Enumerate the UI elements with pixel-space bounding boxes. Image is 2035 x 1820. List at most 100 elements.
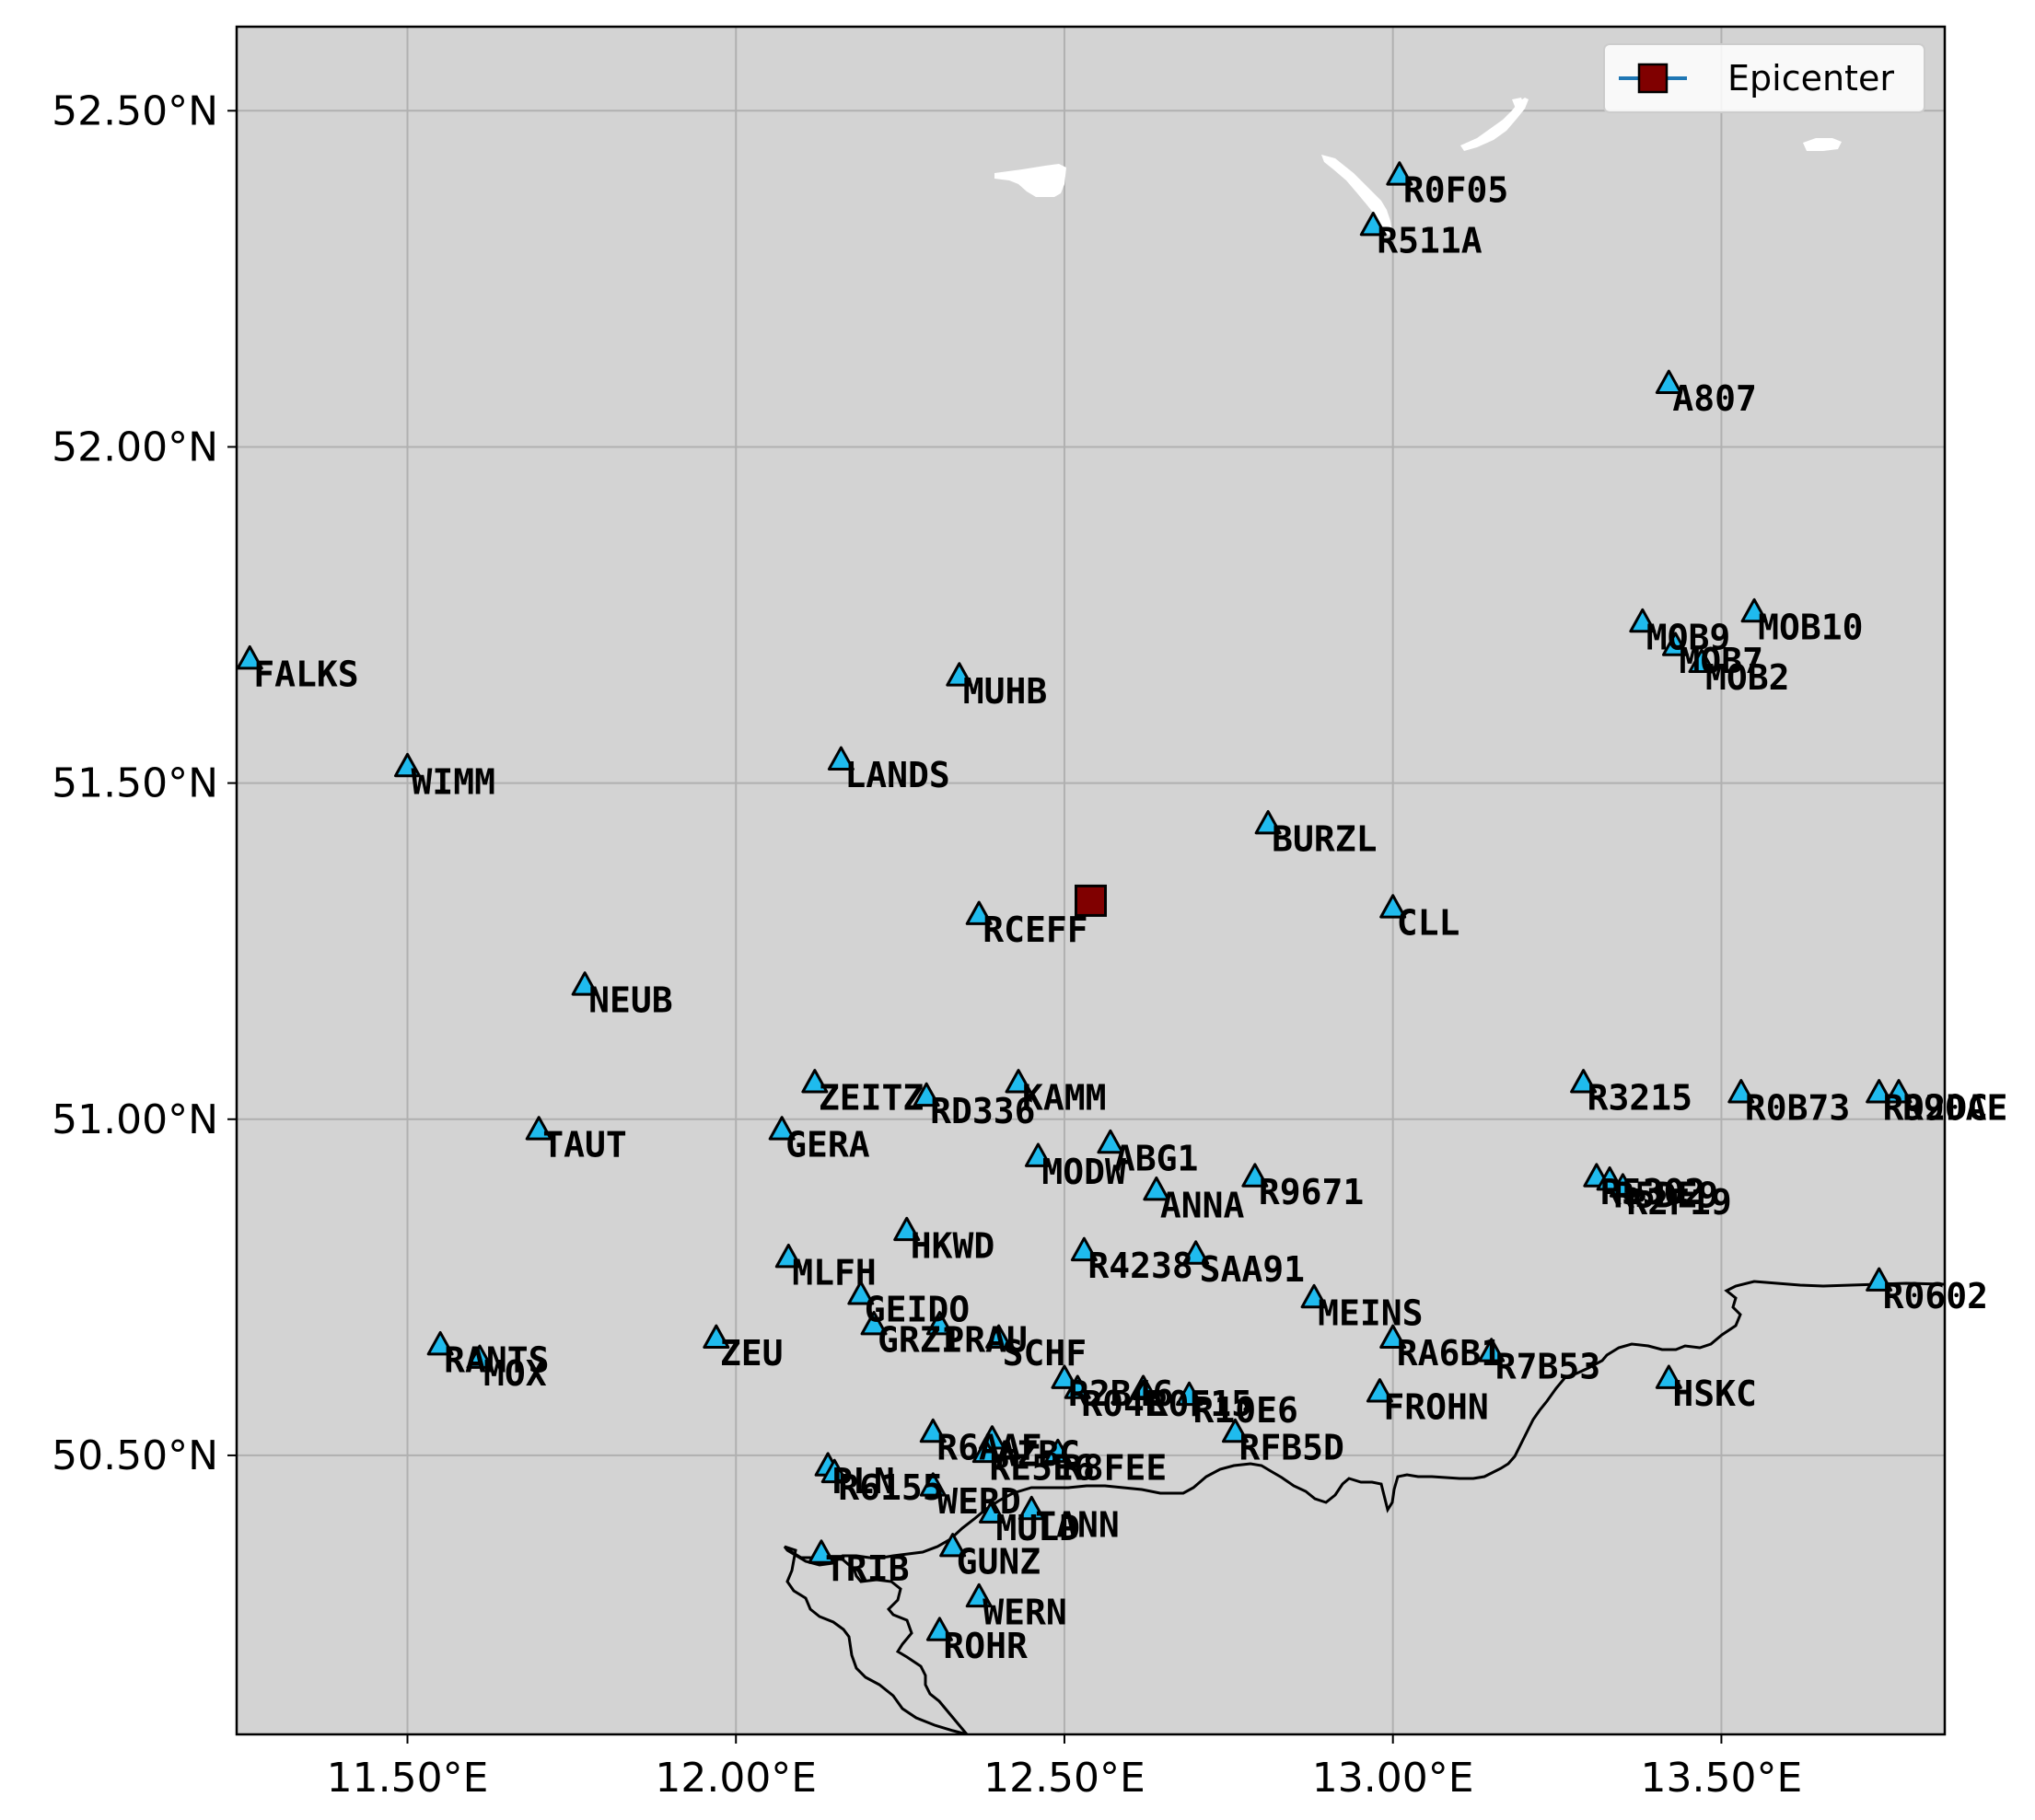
station-marker <box>1740 597 1768 623</box>
station-marker <box>1866 1079 1893 1104</box>
station-label: KAMM <box>1022 1078 1107 1119</box>
station-label: GUNZ <box>957 1542 1041 1582</box>
station-marker <box>820 1458 848 1484</box>
station-marker <box>1866 1267 1893 1292</box>
station-label: RD336 <box>930 1091 1035 1131</box>
station-label: SCHF <box>1003 1333 1087 1374</box>
station-marker <box>1609 1173 1636 1198</box>
station-marker <box>1143 1176 1170 1201</box>
country-border-line <box>784 1545 968 1734</box>
station-marker <box>919 1472 947 1497</box>
station-marker <box>1044 1438 1072 1464</box>
station-marker <box>1629 608 1657 633</box>
station-label: R5DE9 <box>1613 1175 1718 1215</box>
station-label: WIMM <box>412 761 496 802</box>
y-tick-label: 52.50°N <box>52 87 218 134</box>
station-label: LANDS <box>844 755 949 795</box>
epicenter-marker <box>1075 884 1107 917</box>
station-label: R8FEE <box>1062 1447 1167 1488</box>
station-marker <box>1097 1129 1124 1154</box>
y-tick-label: 52.00°N <box>52 423 218 470</box>
legend: Epicenter <box>1603 43 1925 113</box>
x-tick-label: 12.50°E <box>983 1755 1145 1802</box>
station-label: MOB2 <box>1705 657 1790 698</box>
station-marker <box>1379 1324 1407 1350</box>
station-marker <box>1661 632 1689 656</box>
map-background <box>237 27 1945 1734</box>
station-label: NEUB <box>588 980 673 1021</box>
station-label: R90AE <box>1902 1088 2007 1129</box>
station-marker <box>1024 1142 1052 1167</box>
station-label: GERA <box>785 1125 870 1165</box>
station-label: R7B53 <box>1495 1347 1600 1387</box>
station-label: ABG1 <box>1114 1138 1199 1178</box>
station-label: MOB9 <box>1646 617 1731 657</box>
station-label: ZEU <box>720 1333 784 1374</box>
station-label: R0F15 <box>1147 1384 1252 1424</box>
lake-shape <box>1460 98 1529 151</box>
station-marker <box>1176 1381 1204 1407</box>
station-marker <box>1005 1069 1032 1094</box>
station-label: FROHN <box>1383 1387 1488 1428</box>
station-label: WERD <box>936 1481 1021 1522</box>
station-marker <box>466 1344 494 1369</box>
station-marker <box>525 1116 552 1141</box>
station-label: SAA91 <box>1200 1249 1305 1290</box>
x-tick-label: 13.00°E <box>1312 1755 1474 1802</box>
station-marker <box>1570 1069 1598 1094</box>
station-label: HSKC <box>1672 1374 1757 1414</box>
station-marker <box>1366 1378 1393 1403</box>
station-label: R10E6 <box>1193 1390 1298 1431</box>
station-label: R2F19 <box>1626 1182 1731 1223</box>
station-label: TRIB <box>825 1548 910 1589</box>
station-marker <box>1300 1283 1328 1309</box>
station-marker <box>847 1281 875 1305</box>
station-label: PLN <box>831 1461 895 1501</box>
station-label: A807 <box>1672 378 1757 419</box>
station-label: ANNA <box>1160 1185 1245 1225</box>
station-marker <box>1386 161 1413 186</box>
station-marker <box>1596 1165 1623 1191</box>
legend-label-epicenter: Epicenter <box>1727 58 1894 99</box>
station-label: MUHB <box>963 671 1048 712</box>
x-tick-label: 12.00°E <box>655 1755 817 1802</box>
station-label: FALKS <box>253 654 358 694</box>
y-axis-ticks: 50.50°N 51.00°N 51.50°N 52.00°N 52.50°N <box>52 87 237 1479</box>
station-marker <box>394 752 421 778</box>
station-label: R0F05 <box>1403 170 1508 211</box>
station-marker <box>703 1324 730 1350</box>
station-marker <box>1688 648 1715 674</box>
station-markers <box>237 161 1913 1641</box>
station-marker <box>978 1499 1006 1524</box>
station-marker <box>1241 1163 1269 1188</box>
x-axis-ticks: 11.50°E 12.00°E 12.50°E 13.00°E 13.50°E <box>327 1734 1803 1802</box>
station-label: WERN <box>983 1592 1067 1632</box>
station-marker <box>939 1533 967 1558</box>
lake-shape <box>1321 155 1392 236</box>
station-marker <box>965 900 993 925</box>
station-label: RE5E6 <box>989 1447 1094 1488</box>
station-marker <box>768 1116 796 1141</box>
station-label: MULD <box>995 1508 1080 1548</box>
station-marker <box>774 1243 802 1269</box>
station-marker <box>1051 1364 1078 1389</box>
station-label: TAUT <box>542 1125 627 1165</box>
station-label: RA6B1 <box>1397 1333 1502 1374</box>
station-label: R9671 <box>1259 1172 1364 1212</box>
station-label: CLL <box>1397 903 1460 944</box>
station-marker <box>1064 1374 1091 1399</box>
station-marker <box>1221 1418 1249 1443</box>
geographic-features <box>783 98 1945 1734</box>
station-marker <box>426 1330 454 1356</box>
station-marker <box>801 1069 829 1094</box>
x-tick-label: 13.50°E <box>1641 1755 1803 1802</box>
station-marker <box>827 746 855 771</box>
station-label: ZEITZ <box>819 1078 924 1119</box>
station-marker <box>919 1418 947 1443</box>
station-marker <box>571 971 599 996</box>
station-marker <box>860 1311 888 1336</box>
station-marker <box>985 1324 1013 1350</box>
y-tick-label: 50.50°N <box>52 1432 218 1479</box>
lake-shape <box>1512 98 1525 109</box>
station-label: AZBC <box>995 1434 1080 1475</box>
